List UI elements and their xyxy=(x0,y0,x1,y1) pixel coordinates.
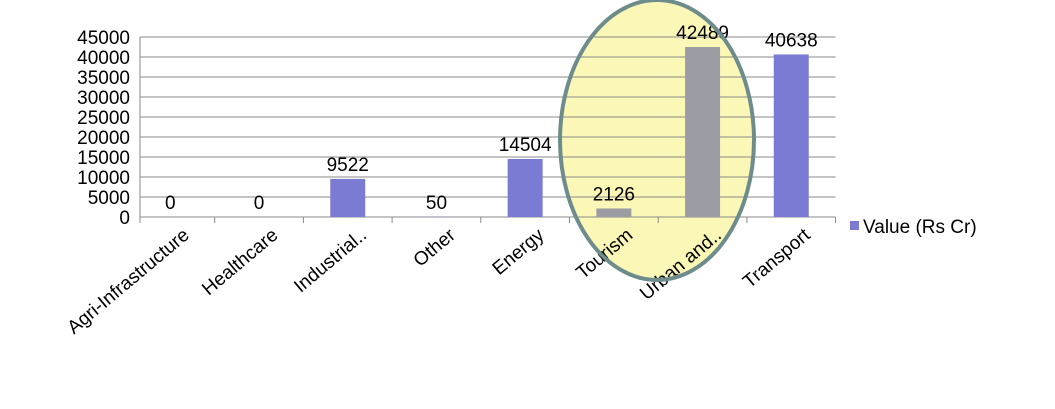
data-label: 14504 xyxy=(499,135,552,156)
data-label: 0 xyxy=(165,193,176,214)
x-tick-label: Transport xyxy=(739,224,815,292)
bar xyxy=(773,54,809,218)
bar xyxy=(330,178,366,217)
y-tick-label: 0 xyxy=(119,208,130,229)
y-tick-label: 30000 xyxy=(77,88,130,109)
highlight-outline xyxy=(558,0,756,282)
bar xyxy=(596,208,632,217)
x-tick-label: Energy xyxy=(489,224,549,279)
bar xyxy=(685,47,721,217)
legend-label: Value (Rs Cr) xyxy=(863,217,977,238)
y-tick-label: 10000 xyxy=(77,168,130,189)
x-tick-label: Agri-Infrastructure xyxy=(64,225,194,339)
y-tick-label: 25000 xyxy=(77,108,130,129)
data-label: 9522 xyxy=(327,155,369,176)
bar xyxy=(507,158,543,217)
y-tick-label: 5000 xyxy=(88,188,130,209)
x-tick-label: Other xyxy=(410,224,460,271)
data-label: 0 xyxy=(254,193,265,214)
x-tick-label: Industrial.. xyxy=(290,225,371,297)
y-tick-label: 40000 xyxy=(77,48,130,69)
y-tick-label: 35000 xyxy=(77,68,130,89)
y-tick-label: 15000 xyxy=(77,148,130,169)
data-label: 2126 xyxy=(593,184,635,205)
y-tick-label: 20000 xyxy=(77,128,130,149)
data-label: 50 xyxy=(426,193,447,214)
x-tick-label: Healthcare xyxy=(198,225,282,300)
legend-swatch xyxy=(850,221,859,230)
data-label: 40638 xyxy=(765,30,818,51)
y-tick-label: 45000 xyxy=(77,28,130,49)
